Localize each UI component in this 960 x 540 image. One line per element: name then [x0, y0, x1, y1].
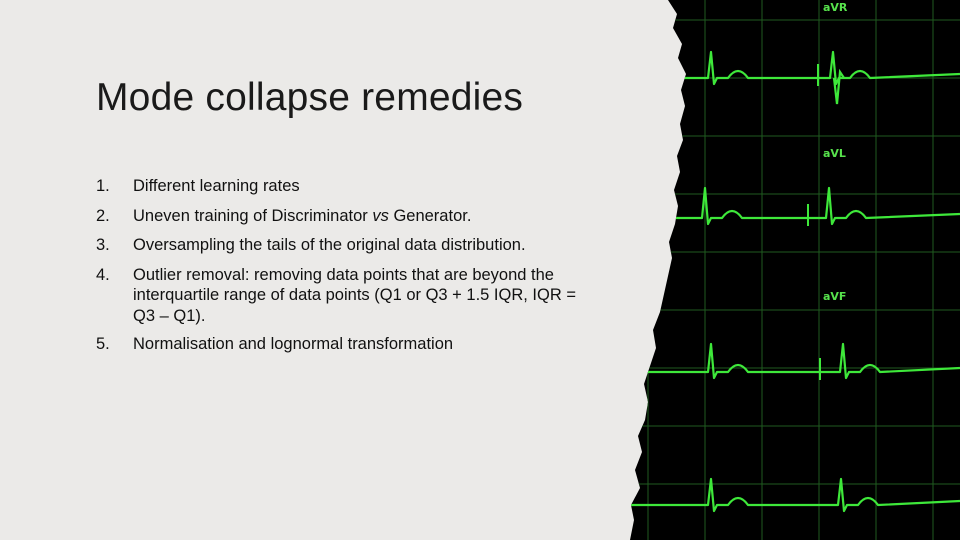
ecg-trace	[630, 342, 960, 380]
list-item-text: Oversampling the tails of the original d…	[133, 236, 526, 254]
list-item: 4. Outlier removal: removing data points …	[96, 265, 596, 327]
ecg-grid	[630, 0, 960, 540]
ecg-trace	[630, 186, 960, 226]
ecg-trace	[630, 50, 960, 86]
ecg-trace	[832, 68, 845, 105]
ecg-background	[630, 0, 960, 540]
list-item-text: Different learning rates	[133, 177, 300, 195]
list-item-number: 4.	[96, 265, 110, 284]
list-item-text: Outlier removal: removing data points th…	[133, 265, 576, 325]
ecg-trace	[630, 477, 960, 513]
list-item-number: 5.	[96, 335, 110, 353]
list-item-text: Normalisation and lognormal transformati…	[133, 335, 454, 353]
remedies-list: 1. Different learning rates 2. Uneven trai…	[96, 176, 596, 364]
ecg-traces	[630, 50, 960, 513]
lead-label-avf: aVF	[823, 290, 846, 303]
list-item-number: 3.	[96, 236, 110, 254]
lead-label-avl: aVL	[823, 147, 846, 160]
list-item: 1. Different learning rates	[96, 176, 596, 197]
list-item-emphasis: vs	[372, 206, 389, 225]
list-item-text: Generator.	[388, 206, 472, 225]
lead-label-avr: aVR	[823, 1, 848, 14]
list-item: 5. Normalisation and lognormal transforma…	[96, 334, 596, 355]
slide-title: Mode collapse remedies	[96, 76, 524, 119]
list-item-number: 2.	[96, 206, 110, 225]
list-item: 2. Uneven training of Discriminator vs Ge…	[96, 206, 596, 227]
list-item-text: Uneven training of Discriminator	[133, 206, 373, 225]
ecg-image: aVR aVL aVF	[630, 0, 960, 540]
list-item-number: 1.	[96, 177, 110, 195]
list-item: 3. Oversampling the tails of the original…	[96, 235, 596, 256]
